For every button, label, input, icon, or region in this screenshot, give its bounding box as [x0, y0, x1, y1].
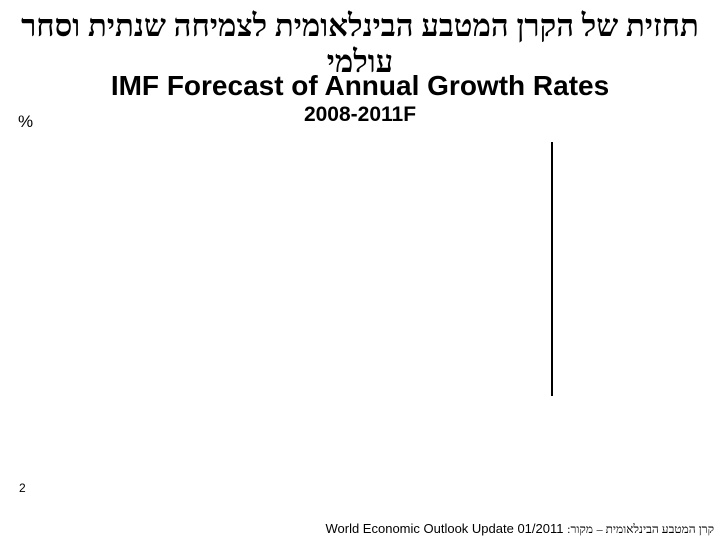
- source-publication: World Economic Outlook Update 01/2011: [325, 521, 564, 536]
- source-org-hebrew: קרן המטבע הבינלאומית –: [596, 522, 714, 536]
- source-prefix-hebrew: מקור:: [567, 522, 593, 536]
- page-title-english: IMF Forecast of Annual Growth Rates: [110, 70, 610, 101]
- source-note: World Economic Outlook Update 01/2011 קר…: [325, 521, 714, 537]
- chart-subtitle: 2008-2011F: [303, 103, 417, 126]
- y-axis-unit-label: %: [18, 112, 34, 131]
- page-title-hebrew: תחזית של הקרן המטבע הבינלאומית לצמיחה שנ…: [21, 8, 699, 79]
- page-number: 2: [19, 481, 26, 495]
